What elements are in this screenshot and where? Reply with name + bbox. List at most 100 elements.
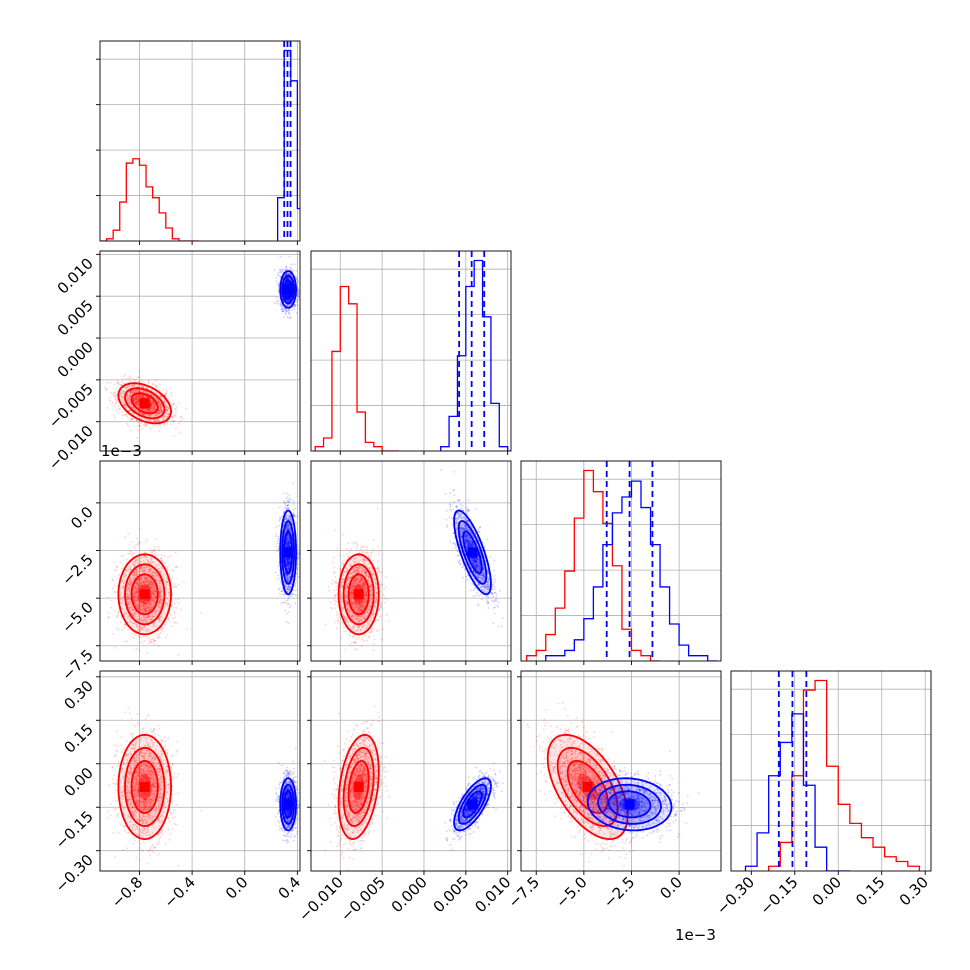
scatter-point bbox=[133, 390, 136, 393]
scatter-point bbox=[128, 402, 131, 405]
scatter-point bbox=[121, 628, 124, 631]
scatter-point bbox=[129, 417, 132, 420]
scatter-point bbox=[114, 395, 117, 397]
scatter-point bbox=[149, 404, 152, 406]
scatter-point bbox=[156, 636, 159, 639]
scatter-point bbox=[145, 424, 148, 427]
scatter-point bbox=[137, 398, 139, 401]
scatter-point bbox=[172, 403, 175, 406]
scatter-point bbox=[161, 554, 164, 557]
scatter-point bbox=[131, 389, 134, 392]
scatter-point bbox=[141, 395, 144, 398]
scatter-point bbox=[151, 403, 154, 406]
scatter-point bbox=[150, 404, 153, 407]
scatter-point bbox=[152, 408, 155, 411]
scatter-point bbox=[300, 298, 302, 300]
scatter-point bbox=[185, 627, 188, 630]
scatter-point bbox=[141, 396, 144, 398]
scatter-point bbox=[284, 312, 287, 314]
scatter-point bbox=[160, 557, 163, 560]
scatter-point bbox=[161, 405, 164, 408]
scatter-point bbox=[294, 305, 297, 308]
scatter-point bbox=[148, 419, 150, 422]
scatter-point bbox=[153, 406, 156, 409]
scatter-point bbox=[281, 306, 284, 309]
scatter-point bbox=[148, 419, 151, 422]
scatter-point bbox=[137, 404, 140, 407]
scatter-point bbox=[154, 403, 157, 405]
scatter-point bbox=[128, 377, 131, 380]
scatter-point bbox=[153, 403, 155, 406]
scatter-point bbox=[140, 412, 143, 415]
scatter-point bbox=[170, 391, 173, 394]
scatter-point bbox=[160, 395, 162, 398]
scatter-point bbox=[159, 631, 162, 634]
scatter-point bbox=[164, 394, 167, 397]
scatter-point bbox=[130, 390, 133, 393]
scatter-point bbox=[149, 397, 152, 400]
scatter-point bbox=[146, 408, 149, 411]
scatter-point bbox=[140, 396, 143, 399]
scatter-point bbox=[123, 382, 126, 385]
scatter-point bbox=[148, 415, 151, 418]
scatter-point bbox=[149, 407, 151, 410]
scatter-point bbox=[153, 415, 156, 418]
scatter-point bbox=[142, 395, 145, 398]
scatter-point bbox=[158, 633, 161, 636]
scatter-point bbox=[160, 410, 163, 412]
scatter-point bbox=[153, 405, 156, 408]
scatter-point bbox=[135, 395, 137, 398]
scatter-point bbox=[130, 392, 133, 395]
scatter-point bbox=[142, 413, 145, 416]
panel-background bbox=[100, 251, 300, 451]
scatter-point bbox=[154, 420, 157, 423]
scatter-point bbox=[149, 406, 152, 409]
scatter-point bbox=[287, 295, 290, 298]
scatter-point bbox=[138, 411, 140, 413]
scatter-point bbox=[147, 379, 150, 382]
scatter-point bbox=[138, 380, 141, 383]
scatter-point bbox=[136, 397, 139, 400]
scatter-point bbox=[154, 546, 156, 549]
scatter-point bbox=[136, 396, 138, 399]
scatter-point bbox=[285, 621, 288, 623]
scatter-point bbox=[151, 425, 154, 428]
scatter-point bbox=[166, 406, 169, 408]
scatter-point bbox=[149, 640, 151, 643]
scatter-point bbox=[105, 388, 108, 391]
scatter-point bbox=[147, 409, 150, 412]
scatter-point bbox=[117, 411, 120, 414]
scatter-point bbox=[137, 390, 140, 393]
scatter-point bbox=[164, 411, 167, 414]
scatter-point bbox=[173, 610, 176, 613]
scatter-point bbox=[174, 407, 177, 410]
scatter-point bbox=[136, 437, 139, 439]
scatter-point bbox=[107, 616, 110, 619]
scatter-point bbox=[165, 395, 168, 398]
scatter-point bbox=[149, 401, 152, 404]
scatter-point bbox=[149, 404, 152, 407]
scatter-point bbox=[127, 552, 129, 555]
scatter-point bbox=[154, 407, 157, 410]
scatter-point bbox=[286, 277, 289, 279]
scatter-point bbox=[280, 272, 283, 274]
scatter-point bbox=[167, 413, 170, 416]
scatter-point bbox=[157, 635, 160, 638]
scatter-point bbox=[172, 585, 175, 588]
scatter-point bbox=[135, 402, 138, 405]
scatter-point bbox=[139, 425, 142, 428]
scatter-point bbox=[131, 552, 134, 555]
scatter-point bbox=[160, 408, 163, 411]
scatter-point bbox=[177, 598, 180, 601]
scatter-point bbox=[131, 389, 134, 392]
y-tick-label: −0.005 bbox=[45, 380, 97, 432]
scatter-point bbox=[170, 578, 173, 581]
scatter-point bbox=[278, 587, 281, 590]
scatter-point bbox=[129, 391, 131, 393]
density-peak-blue bbox=[283, 284, 294, 295]
scatter-point bbox=[106, 381, 109, 384]
scatter-point bbox=[131, 386, 134, 388]
panel-1-1 bbox=[310, 250, 512, 455]
scatter-point bbox=[158, 405, 161, 407]
scatter-point bbox=[166, 409, 169, 411]
